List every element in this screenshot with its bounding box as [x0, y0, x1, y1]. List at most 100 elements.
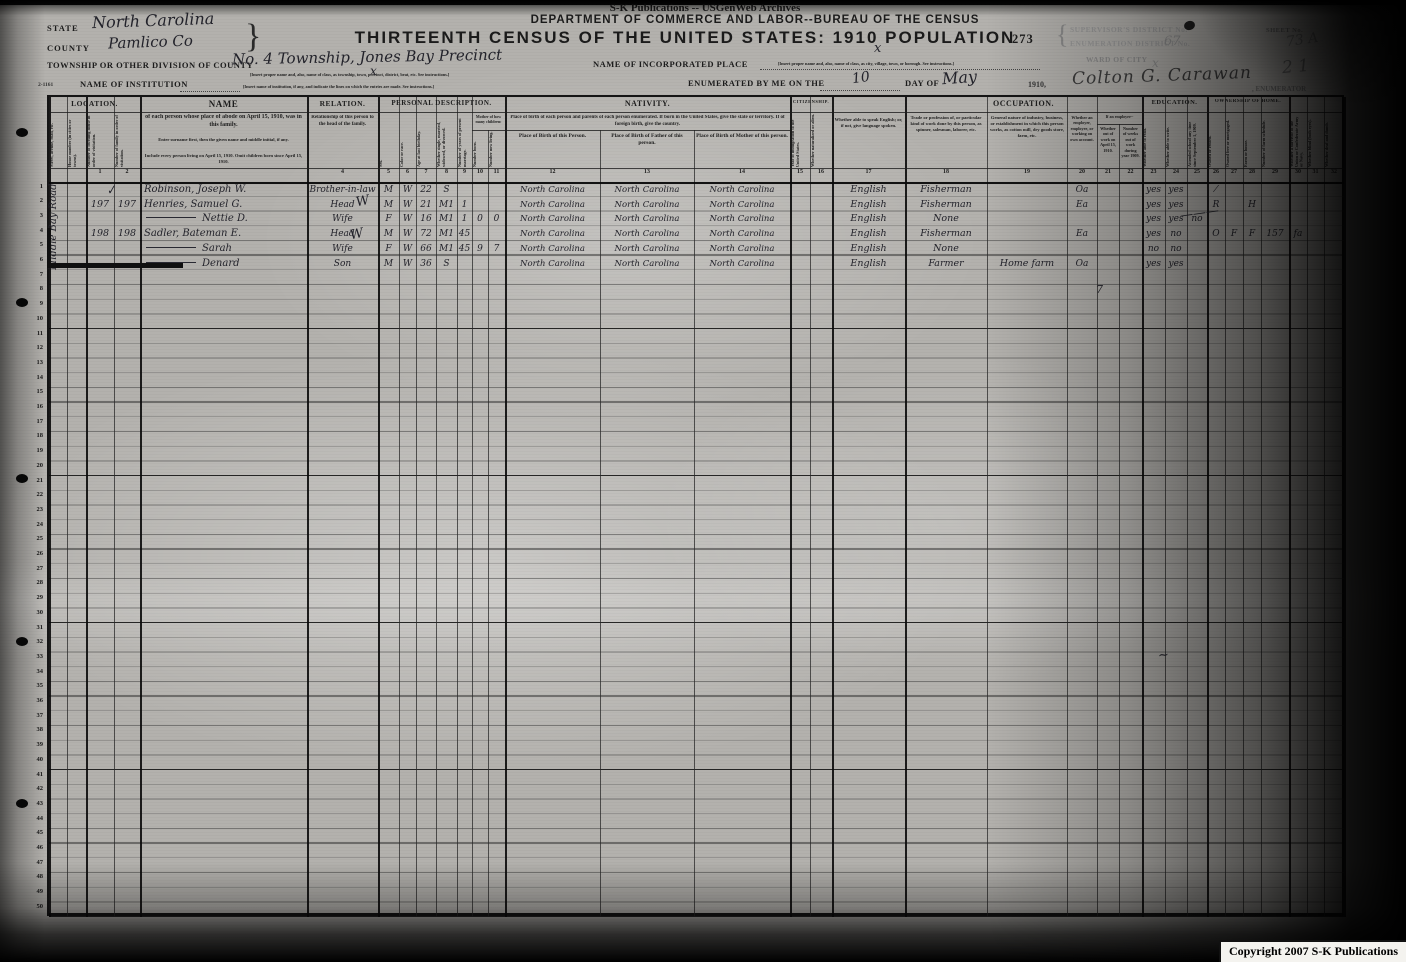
record-cell-emp: Ea: [1076, 199, 1088, 210]
name-column-description: Enter surname first, then the given name…: [158, 137, 289, 142]
record-cell-relation: Son: [333, 258, 352, 269]
column-number-age: 7: [424, 169, 428, 175]
record-cell-read: yes: [1145, 185, 1162, 195]
record-cell-name: Sarah: [140, 242, 311, 257]
column-number-farmno: 29: [1272, 169, 1278, 175]
column-number-trade: 18: [943, 169, 949, 175]
column-header-house: House number (in cities or towns).: [68, 119, 77, 167]
column-line: [1324, 97, 1325, 917]
column-header-farmno: Number of farm schedule.: [1262, 120, 1266, 167]
column-header-school: Attended school any time since September…: [1188, 121, 1197, 167]
record-cell-age: 36: [420, 258, 432, 269]
line-number: 50: [36, 902, 44, 910]
census-table: LOCATION. NAME RELATION. PERSONAL DESCRIPTI…: [47, 95, 1346, 917]
line-number: 5: [39, 241, 43, 249]
line-number: 44: [36, 814, 44, 822]
record-cell-marital: M1: [439, 243, 454, 254]
line-number: 26: [36, 550, 44, 557]
header-rule: [505, 130, 790, 131]
punch-hole-dot: [16, 298, 28, 307]
column-number-relation: 4: [341, 169, 344, 175]
column-number-living: 11: [493, 169, 500, 175]
record-cell-born: 9: [477, 243, 483, 254]
day-blank-line: [820, 89, 900, 91]
column-number-sex: 5: [387, 169, 390, 175]
column-number-outwork: 21: [1105, 169, 1111, 175]
record-cell-pob: North Carolina: [520, 199, 585, 210]
incorporated-blank-line: [760, 68, 1040, 70]
column-number-family: 2: [125, 169, 129, 175]
column-line: [987, 97, 988, 917]
column-number-pob: 12: [549, 169, 556, 175]
record-cell-age: 22: [420, 185, 432, 195]
record-cell-pobm: North Carolina: [709, 214, 775, 225]
state-label: STATE: [47, 23, 79, 33]
record-cell-marital: M1: [439, 229, 454, 240]
column-header-born: Number born.: [473, 141, 477, 167]
record-cell-color: W: [402, 243, 413, 254]
record-cell-relation: Wife: [332, 214, 353, 225]
column-number-owned: 26: [1213, 169, 1219, 175]
enumerated-label: ENUMERATED BY ME ON THE: [688, 78, 825, 88]
line-number: 31: [36, 623, 44, 631]
record-cell-age: 21: [420, 199, 432, 210]
record-cell-age: 72: [420, 229, 432, 240]
line-number: 48: [36, 873, 44, 881]
column-number-marital: 8: [445, 169, 448, 175]
publisher-credit: S-K Publications -- USGenWeb Archives: [609, 2, 801, 14]
column-header-blind: Whether blind (both eyes).: [1308, 119, 1312, 167]
line-number: 34: [36, 667, 44, 675]
line-number: 39: [36, 741, 44, 749]
column-number-color: 6: [406, 169, 409, 175]
column-header-read: Whether able to read.: [1143, 128, 1147, 167]
record-cell-trade: Fisherman: [920, 198, 972, 210]
stray-mark: W: [354, 192, 371, 211]
column-line: [1067, 97, 1068, 917]
record-cell-english: English: [850, 242, 887, 254]
record-cell-pob: North Carolina: [520, 243, 585, 254]
column-line: [1097, 97, 1098, 917]
line-number: 3: [39, 211, 43, 219]
sheet-extra-handwriting: 2 1: [1281, 55, 1310, 79]
record-cell-english: English: [850, 213, 887, 225]
column-line: [1225, 97, 1226, 917]
enumeration-end-bracket-h: [47, 263, 183, 268]
record-cell-marital: S: [443, 258, 450, 269]
column-header-free: Owned free or mortgaged.: [1226, 119, 1230, 167]
column-line: [1344, 97, 1346, 917]
record-cell-english: English: [850, 184, 887, 195]
record-cell-color: W: [402, 258, 413, 269]
line-number: 12: [36, 344, 44, 352]
line-number: 33: [36, 652, 44, 660]
column-number-dwelling: 1: [98, 169, 102, 175]
if-employee-group-label: If an employee--: [1105, 114, 1134, 119]
line-number: 8: [39, 285, 43, 293]
line-number: 2: [39, 197, 43, 205]
record-cell-living: 7: [493, 243, 500, 254]
line-number: 42: [36, 785, 44, 793]
group-header-occupation: OCCUPATION.: [993, 99, 1054, 108]
column-line: [790, 97, 792, 917]
enumerator-signature: Colton G. Carawan: [1071, 62, 1253, 90]
record-cell-pobm: North Carolina: [709, 229, 775, 240]
record-cell-yrsmar: 1: [461, 214, 468, 225]
line-number: 7: [39, 270, 43, 278]
record-cell-farmno: 157: [1266, 229, 1284, 240]
line-number: 27: [36, 564, 44, 572]
line-number: 25: [36, 535, 44, 543]
line-number: 20: [36, 461, 44, 469]
column-header-outwork: Whether out of work on April 15, 1910.: [1100, 126, 1116, 153]
incorporated-place-label: NAME OF INCORPORATED PLACE: [593, 59, 748, 69]
record-cell-pobf: North Carolina: [614, 243, 680, 254]
line-number: 9: [39, 300, 43, 308]
line-number: 11: [36, 329, 43, 337]
record-cell-color: W: [402, 199, 413, 210]
column-header-yrsmar: Number of years of present marriage.: [458, 118, 467, 167]
column-line: [1119, 124, 1120, 917]
column-header-farm: Farm or house.: [1244, 139, 1248, 167]
column-number-read: 23: [1150, 169, 1157, 175]
record-cell-born: 0: [477, 214, 483, 225]
line-number: 18: [36, 432, 44, 440]
group-header-nativity: NATIVITY.: [624, 99, 671, 108]
group-header-location: LOCATION.: [71, 99, 118, 108]
